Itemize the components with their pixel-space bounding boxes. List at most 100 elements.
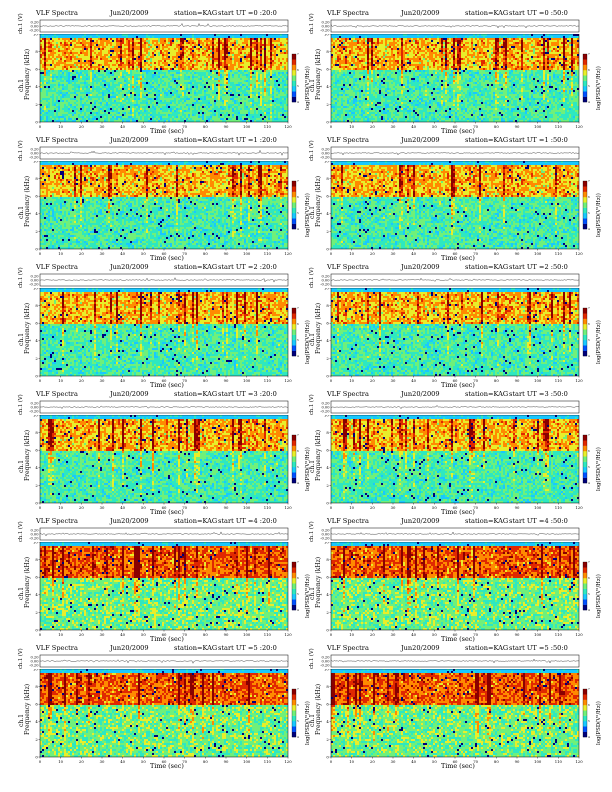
waveform-y-label: ch.1 (V)	[18, 267, 24, 288]
time-tick-label: 110	[555, 505, 563, 510]
spectrogram-cells	[331, 415, 579, 503]
colorbar-label: log(PSD(V²/Hz))	[596, 193, 602, 237]
waveform-trace	[331, 532, 579, 535]
colorbar-tick-label: 5	[297, 338, 299, 342]
colorbar-tick-label: 7	[588, 433, 590, 437]
time-tick-label: 40	[120, 505, 125, 510]
time-tick-label: 10	[58, 632, 63, 637]
time-tick-label: 0	[39, 124, 42, 129]
time-tick-label: 10	[349, 759, 354, 764]
frequency-axis-label: Frequency (kHz)	[24, 49, 31, 100]
panel-station: station=KAG	[465, 8, 508, 19]
waveform-tick-label: -0.20	[29, 409, 39, 413]
spectrogram-cells	[40, 288, 288, 376]
waveform-y-label: ch.1 (V)	[309, 648, 315, 669]
panel-title: VLF Spectra Jun20/2009 station=KAG start UT…	[18, 262, 278, 273]
frequency-tick-label: 10	[324, 415, 329, 417]
panel-station: station=KAG	[465, 643, 508, 654]
panel-title: VLF Spectra Jun20/2009 station=KAG start UT…	[18, 389, 278, 400]
panel-kind: VLF Spectra	[36, 389, 78, 400]
frequency-tick-label: 8	[326, 49, 329, 54]
frequency-tick-label: 2	[326, 356, 329, 361]
time-tick-label: 10	[349, 505, 354, 510]
panel-title: VLF Spectra Jun20/2009 station=KAG start UT…	[18, 643, 278, 654]
colorbar-label: log(PSD(V²/Hz))	[596, 574, 602, 618]
frequency-tick-label: 2	[35, 610, 38, 615]
panel-station: station=KAG	[174, 516, 217, 527]
time-tick-label: 100	[243, 251, 251, 256]
frequency-tick-label: 4	[326, 592, 329, 597]
time-tick-label: 20	[79, 632, 84, 637]
panel-kind: VLF Spectra	[327, 262, 369, 273]
time-tick-label: 100	[243, 632, 251, 637]
time-tick-label: 10	[58, 378, 63, 383]
panel-kind: VLF Spectra	[36, 135, 78, 146]
waveform-plot: 0.200.00-0.20	[18, 400, 310, 415]
colorbar-label: log(PSD(V²/Hz))	[596, 701, 602, 745]
frequency-tick-label: 4	[326, 719, 329, 724]
panel-kind: VLF Spectra	[36, 262, 78, 273]
time-tick-label: 0	[39, 759, 42, 764]
frequency-axis-label: Frequency (kHz)	[24, 176, 31, 227]
waveform-y-label: ch.1 (V)	[18, 140, 24, 161]
time-tick-label: 50	[141, 378, 146, 383]
panel-title: VLF Spectra Jun20/2009 station=KAG start UT…	[309, 262, 569, 273]
colorbar-tick-label: 6	[297, 195, 299, 199]
time-tick-label: 120	[284, 378, 292, 383]
colorbar-tick-label: 5	[588, 211, 590, 215]
time-tick-label: 20	[370, 378, 375, 383]
waveform-plot: 0.200.00-0.20	[309, 527, 601, 542]
spectrogram-cells	[40, 34, 288, 122]
time-tick-label: 20	[370, 505, 375, 510]
frequency-tick-label: 4	[326, 465, 329, 470]
time-tick-label: 10	[58, 759, 63, 764]
time-tick-label: 120	[284, 759, 292, 764]
time-tick-label: 50	[141, 505, 146, 510]
frequency-tick-label: 6	[35, 702, 38, 707]
frequency-tick-label: 6	[326, 194, 329, 199]
spectrogram-plot: 024681001020304050607080901001101204567	[18, 161, 310, 260]
waveform-y-label: ch.1 (V)	[18, 394, 24, 415]
frequency-tick-label: 6	[35, 67, 38, 72]
spectrogram-cells	[331, 161, 579, 249]
colorbar-tick-label: 5	[588, 592, 590, 596]
colorbar-tick-label: 5	[588, 338, 590, 342]
time-tick-label: 40	[411, 632, 416, 637]
time-tick-label: 120	[575, 378, 583, 383]
time-tick-label: 100	[243, 378, 251, 383]
panel-kind: VLF Spectra	[36, 643, 78, 654]
frequency-tick-label: 8	[326, 430, 329, 435]
spectrogram-cells	[331, 669, 579, 757]
spectrogram-plot: 024681001020304050607080901001101204567	[18, 34, 310, 133]
time-tick-label: 100	[534, 124, 542, 129]
frequency-tick-label: 4	[326, 84, 329, 89]
waveform-plot: 0.200.00-0.20	[18, 19, 310, 34]
spectrogram-plot: 024681001020304050607080901001101204567	[18, 542, 310, 641]
time-tick-label: 110	[264, 759, 272, 764]
spectrogram-cells	[331, 288, 579, 376]
time-tick-label: 100	[534, 378, 542, 383]
frequency-axis-label: Frequency (kHz)	[315, 176, 322, 227]
colorbar-label: log(PSD(V²/Hz))	[596, 66, 602, 110]
panel-start-time: start UT =4 :50:0	[509, 516, 568, 527]
frequency-tick-label: 4	[35, 719, 38, 724]
spectra-panel: VLF Spectra Jun20/2009 station=KAG start UT…	[18, 516, 310, 641]
time-tick-label: 20	[79, 378, 84, 383]
time-tick-label: 10	[58, 505, 63, 510]
time-tick-label: 90	[515, 759, 520, 764]
time-tick-label: 20	[370, 124, 375, 129]
time-tick-label: 90	[224, 378, 229, 383]
colorbar-tick-label: 7	[588, 306, 590, 310]
spectra-panel: VLF Spectra Jun20/2009 station=KAG start UT…	[309, 8, 601, 133]
panel-date: Jun20/2009	[401, 262, 440, 273]
time-tick-label: 40	[120, 378, 125, 383]
panel-station: station=KAG	[174, 135, 217, 146]
colorbar-tick-label: 4	[588, 481, 590, 485]
spectrogram-cells	[331, 542, 579, 630]
time-tick-label: 120	[284, 505, 292, 510]
waveform-frame	[331, 147, 579, 159]
time-tick-label: 110	[555, 632, 563, 637]
waveform-trace	[40, 406, 288, 409]
